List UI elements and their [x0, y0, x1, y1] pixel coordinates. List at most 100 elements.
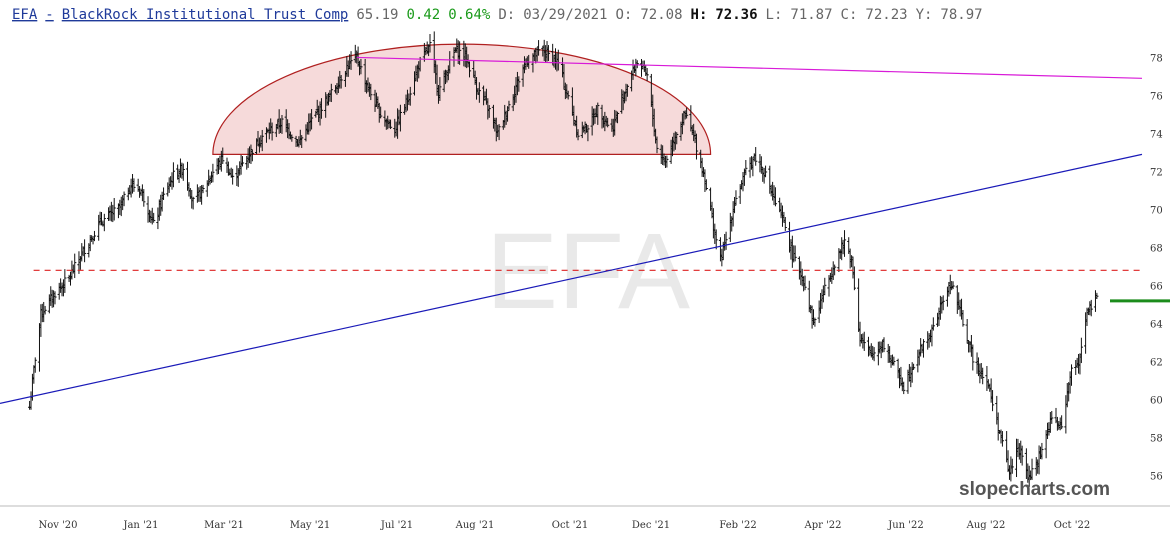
ohlc-bar	[132, 178, 136, 192]
ohlc-bar	[240, 156, 245, 167]
ohlc-bar	[1030, 458, 1034, 480]
high-value: 72.36	[715, 7, 757, 23]
ohlc-bar	[546, 45, 551, 61]
price-change-percent: 0.64%	[448, 7, 491, 23]
y-tick-label: 74	[1150, 129, 1163, 140]
ohlc-bar	[497, 124, 501, 141]
y-tick-label: 72	[1150, 167, 1163, 178]
ohlc-bar	[759, 156, 763, 174]
close-label: C:	[841, 7, 858, 23]
y-tick-label: 78	[1150, 53, 1163, 64]
blue-trendline	[0, 153, 1143, 404]
ohlc-bar	[102, 213, 106, 232]
ohlc-bar	[665, 155, 669, 168]
ohlc-bar	[694, 133, 699, 160]
magenta-trendline	[356, 56, 1143, 79]
ohlc-bar	[73, 253, 77, 279]
ohlc-bar	[249, 144, 253, 164]
x-tick-label: Oct '22	[1054, 520, 1090, 531]
header-separator: -	[45, 7, 53, 23]
y-label: Y:	[916, 7, 933, 23]
last-price: 65.19	[356, 7, 398, 23]
ohlc-bar	[596, 102, 600, 125]
ohlc-bar	[1000, 431, 1005, 447]
ohlc-bar	[971, 344, 975, 371]
y-tick-label: 64	[1150, 320, 1163, 331]
ohlc-bar	[763, 165, 768, 178]
ohlc-bar	[250, 149, 254, 162]
ohlc-bar	[309, 109, 314, 130]
ohlc-bar	[1010, 458, 1014, 474]
ohlc-bar	[965, 318, 969, 344]
ohlc-bar	[921, 339, 926, 358]
ohlc-bar	[754, 147, 758, 166]
ohlc-bar	[507, 100, 511, 111]
x-tick-label: Dec '21	[632, 520, 670, 531]
ohlc-bar	[734, 190, 738, 206]
low-label: L:	[766, 7, 783, 23]
date-value: 03/29/2021	[523, 7, 607, 23]
ohlc-bar	[1069, 364, 1074, 386]
ohlc-bar	[536, 40, 541, 56]
price-change: 0.42	[406, 7, 440, 23]
ohlc-bar	[92, 230, 97, 242]
y-tick-label: 56	[1150, 472, 1163, 483]
ohlc-bar	[685, 107, 689, 119]
ohlc-bar	[379, 106, 383, 119]
y-tick-label: 76	[1150, 91, 1163, 102]
ohlc-bar	[1095, 292, 1099, 299]
ohlc-bar	[142, 189, 146, 207]
ohlc-bar	[319, 98, 324, 119]
company-name-link[interactable]: BlackRock Institutional Trust Comp	[62, 7, 349, 23]
ohlc-bar	[862, 331, 866, 351]
x-tick-label: Aug '21	[455, 520, 495, 531]
ohlc-bar	[842, 230, 847, 257]
ohlc-bar	[122, 191, 126, 207]
ohlc-bar	[339, 75, 343, 89]
ohlc-bar	[408, 86, 412, 106]
high-label: H:	[691, 7, 708, 23]
ohlc-bar	[813, 317, 817, 327]
y-tick-label: 68	[1150, 243, 1163, 254]
ohlc-bar	[300, 135, 304, 148]
ohlc-bar	[635, 60, 639, 69]
ohlc-bar	[615, 111, 620, 124]
symbol-link[interactable]: EFA	[12, 7, 38, 23]
ohlc-bar	[576, 129, 580, 141]
ohlc-bar	[704, 179, 708, 191]
ohlc-bar	[487, 105, 491, 118]
chart-header: EFA - BlackRock Institutional Trust Comp 65…	[12, 7, 983, 23]
ohlc-bar	[505, 106, 510, 122]
ohlc-bar	[724, 231, 728, 250]
date-label: D:	[498, 7, 515, 23]
ohlc-bar	[912, 363, 916, 370]
ohlc-bar	[645, 67, 649, 82]
y-value: 78.97	[940, 7, 982, 23]
x-tick-label: Jan '21	[122, 520, 158, 531]
ohlc-bar	[112, 197, 116, 221]
ohlc-bar	[359, 58, 363, 75]
ohlc-bar	[803, 275, 807, 291]
x-tick-label: Jun '22	[887, 520, 924, 531]
ohlc-bar	[43, 305, 47, 315]
ohlc-bar	[467, 61, 472, 78]
y-tick-label: 70	[1150, 205, 1163, 216]
ohlc-bar	[951, 281, 955, 290]
ohlc-bar	[744, 160, 748, 176]
ohlc-bar	[329, 83, 333, 103]
ohlc-bar	[82, 239, 87, 263]
ohlc-bar	[388, 119, 393, 130]
ohlc-bar	[181, 163, 185, 181]
x-tick-label: Aug '22	[966, 520, 1006, 531]
x-tick-label: Apr '22	[803, 520, 841, 531]
x-tick-label: Nov '20	[38, 520, 77, 531]
ohlc-bar	[1040, 442, 1044, 460]
y-tick-label: 66	[1150, 282, 1163, 293]
ohlc-bar	[428, 34, 432, 53]
ohlc-bar	[349, 51, 353, 70]
low-value: 71.87	[790, 7, 832, 23]
y-tick-label: 58	[1150, 434, 1163, 445]
ohlc-bar	[793, 245, 797, 262]
open-value: 72.08	[640, 7, 682, 23]
